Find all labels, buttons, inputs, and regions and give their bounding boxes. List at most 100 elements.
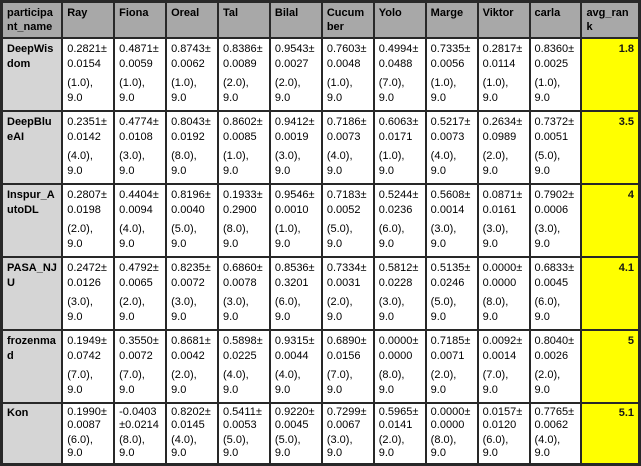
score-cell: 0.9543± 0.0027 (2.0), 9.0 (268, 37, 323, 112)
rank-count: (1.0), 9.0 (430, 77, 457, 104)
score-value: 0.8681± 0.0042 (171, 335, 211, 362)
score-cell: 0.7902± 0.0006 (3.0), 9.0 (528, 183, 583, 258)
score-value: 0.7335± 0.0056 (430, 43, 471, 70)
score-cell: 0.2472± 0.0126 (3.0), 9.0 (61, 256, 116, 331)
score-cell: 0.2807± 0.0198 (2.0), 9.0 (61, 183, 116, 258)
score-cell: 0.8040± 0.0026 (2.0), 9.0 (528, 329, 583, 404)
score-cell: 0.6063± 0.0171 (1.0), 9.0 (372, 110, 427, 185)
rank-count: (7.0), 9.0 (67, 369, 93, 396)
score-value: 0.4774± 0.0108 (119, 116, 159, 143)
rank-count: (1.0), 9.0 (119, 77, 145, 104)
score-cell: 0.4871± 0.0059 (1.0), 9.0 (113, 37, 168, 112)
rank-count: (5.0), 9.0 (534, 150, 561, 177)
rank-count: (5.0), 9.0 (430, 296, 457, 323)
score-value: 0.7186± 0.0073 (326, 116, 367, 143)
header-row: participant_name Ray Fiona Oreal Tal Bilal Cuc… (0, 0, 641, 39)
participant-name-cell: DeepWisdom (0, 37, 64, 112)
score-cell: 0.7765± 0.0062 (4.0), 9.0 (528, 402, 583, 466)
score-value: 0.0000± 0.0000 (378, 335, 419, 362)
rank-count: (2.0), 9.0 (378, 434, 405, 459)
score-cell: 0.7185± 0.0071 (2.0), 9.0 (424, 329, 479, 404)
rank-count: (8.0), 9.0 (430, 434, 457, 459)
rank-count: (7.0), 9.0 (378, 77, 405, 104)
rank-count: (6.0), 9.0 (482, 434, 509, 459)
rank-count: (2.0), 9.0 (222, 77, 249, 104)
score-value: 0.5411± 0.0053 (222, 406, 262, 431)
score-cell: 0.7299± 0.0067 (3.0), 9.0 (320, 402, 375, 466)
score-value: 0.2634± 0.0989 (482, 116, 523, 143)
rank-count: (7.0), 9.0 (119, 369, 145, 396)
rank-count: (5.0), 9.0 (274, 434, 301, 459)
rank-count: (7.0), 9.0 (326, 369, 353, 396)
score-value: 0.7603± 0.0048 (326, 43, 367, 70)
rank-count: (1.0), 9.0 (171, 77, 197, 104)
score-cell: 0.9315± 0.0044 (4.0), 9.0 (268, 329, 323, 404)
rank-count: (4.0), 9.0 (222, 369, 249, 396)
score-value: 0.5898± 0.0225 (222, 335, 263, 362)
score-cell: 0.8235± 0.0072 (3.0), 9.0 (165, 256, 219, 331)
score-value: 0.4792± 0.0065 (119, 262, 159, 289)
score-value: 0.0092± 0.0014 (482, 335, 523, 362)
score-cell: 0.8043± 0.0192 (8.0), 9.0 (165, 110, 219, 185)
rank-count: (8.0), 9.0 (482, 296, 509, 323)
rank-count: (1.0), 9.0 (222, 150, 249, 177)
score-cell: 0.0871± 0.0161 (3.0), 9.0 (476, 183, 531, 258)
score-cell: 0.5217± 0.0073 (4.0), 9.0 (424, 110, 479, 185)
score-cell: 0.7603± 0.0048 (1.0), 9.0 (320, 37, 375, 112)
score-value: 0.7334± 0.0031 (326, 262, 367, 289)
score-value: 0.9220± 0.0045 (274, 406, 315, 431)
score-value: 0.7185± 0.0071 (430, 335, 471, 362)
score-cell: 0.7183± 0.0052 (5.0), 9.0 (320, 183, 375, 258)
rank-count: (8.0), 9.0 (171, 150, 197, 177)
score-value: 0.6833± 0.0045 (534, 262, 575, 289)
score-value: 0.8602± 0.0085 (222, 116, 263, 143)
score-cell: 0.1933± 0.2900 (8.0), 9.0 (216, 183, 271, 258)
column-header: Marge (424, 0, 479, 39)
score-value: 0.0000± 0.0000 (482, 262, 523, 289)
score-value: 0.1933± 0.2900 (222, 189, 263, 216)
score-value: 0.3550± 0.0072 (119, 335, 159, 362)
score-value: 0.0157± 0.0120 (482, 406, 523, 431)
score-value: 0.4404± 0.0094 (119, 189, 159, 216)
participant-name-cell: Kon (0, 402, 64, 466)
rank-count: (4.0), 9.0 (274, 369, 301, 396)
avg-rank-cell: 1.8 (580, 37, 641, 112)
score-cell: 0.4404± 0.0094 (4.0), 9.0 (113, 183, 168, 258)
column-header: Cucumber (320, 0, 375, 39)
score-value: 0.5217± 0.0073 (430, 116, 471, 143)
score-value: 0.0871± 0.0161 (482, 189, 523, 216)
score-cell: 0.9220± 0.0045 (5.0), 9.0 (268, 402, 323, 466)
rank-count: (7.0), 9.0 (482, 369, 509, 396)
rank-count: (8.0), 9.0 (119, 434, 145, 459)
score-value: 0.6063± 0.0171 (378, 116, 419, 143)
rank-count: (6.0), 9.0 (67, 434, 93, 459)
rank-count: (3.0), 9.0 (171, 296, 197, 323)
score-cell: 0.9546± 0.0010 (1.0), 9.0 (268, 183, 323, 258)
score-value: 0.8043± 0.0192 (171, 116, 211, 143)
table-row: DeepBlueAI 0.2351± 0.0142 (4.0), 9.0 0.4774… (0, 110, 641, 185)
score-cell: 0.8202± 0.0145 (4.0), 9.0 (165, 402, 219, 466)
score-cell: 0.8536± 0.3201 (6.0), 9.0 (268, 256, 323, 331)
rank-count: (3.0), 9.0 (430, 223, 457, 250)
score-value: 0.6860± 0.0078 (222, 262, 263, 289)
participant-name-cell: frozenmad (0, 329, 64, 404)
score-cell: 0.7334± 0.0031 (2.0), 9.0 (320, 256, 375, 331)
rank-count: (1.0), 9.0 (67, 77, 93, 104)
rank-count: (2.0), 9.0 (326, 296, 353, 323)
score-value: 0.9315± 0.0044 (274, 335, 315, 362)
score-cell: 0.7186± 0.0073 (4.0), 9.0 (320, 110, 375, 185)
score-cell: 0.5411± 0.0053 (5.0), 9.0 (216, 402, 271, 466)
score-cell: 0.4792± 0.0065 (2.0), 9.0 (113, 256, 168, 331)
score-value: 0.9546± 0.0010 (274, 189, 315, 216)
score-cell: 0.7335± 0.0056 (1.0), 9.0 (424, 37, 479, 112)
rank-count: (2.0), 9.0 (534, 369, 561, 396)
score-value: 0.9543± 0.0027 (274, 43, 315, 70)
rank-count: (3.0), 9.0 (274, 150, 301, 177)
score-cell: 0.2634± 0.0989 (2.0), 9.0 (476, 110, 531, 185)
score-value: 0.5812± 0.0228 (378, 262, 419, 289)
column-header: avg_rank (580, 0, 641, 39)
score-value: 0.1990± 0.0087 (67, 406, 107, 431)
avg-rank-cell: 5 (580, 329, 641, 404)
score-value: 0.7765± 0.0062 (534, 406, 575, 431)
rank-count: (3.0), 9.0 (378, 296, 405, 323)
